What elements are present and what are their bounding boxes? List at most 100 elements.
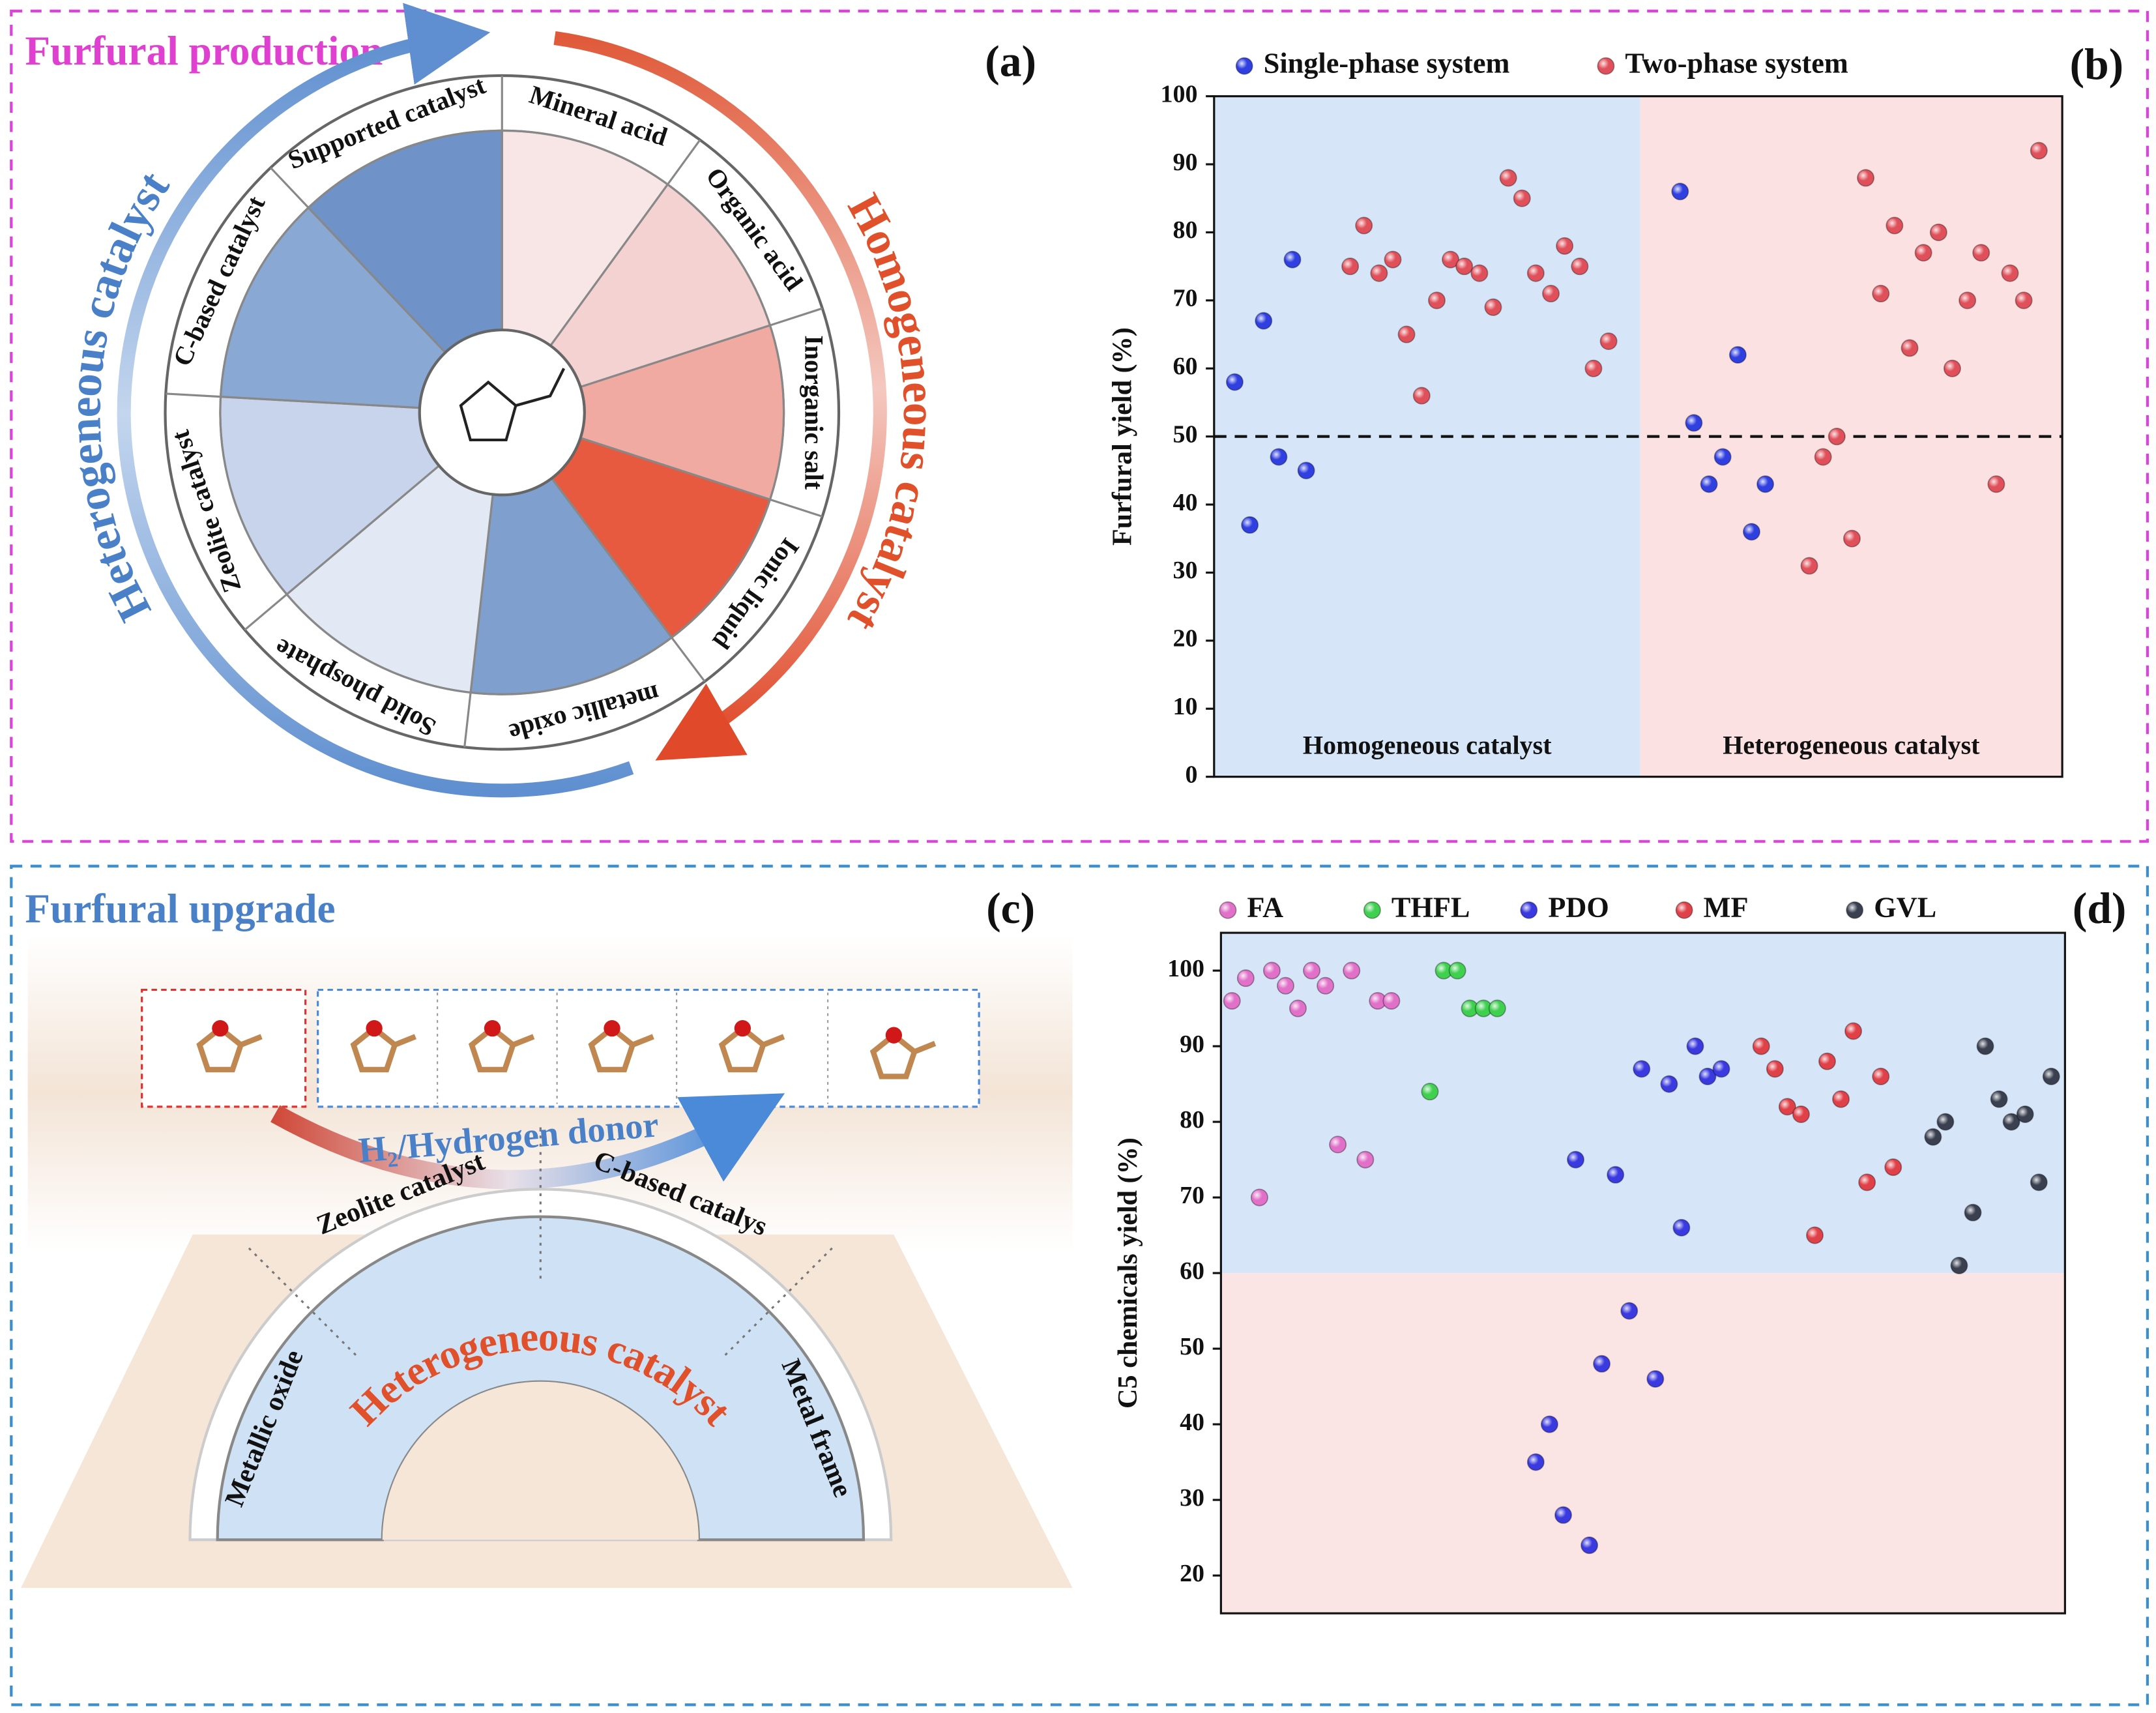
legend-shine [1219, 901, 1236, 918]
point-shine [1527, 1454, 1545, 1471]
point-shine [1223, 992, 1240, 1010]
point-shine [2017, 1105, 2033, 1123]
point-shine [1485, 299, 1502, 315]
panel-title: Furfural production [25, 28, 383, 74]
point-shine [1237, 970, 1254, 987]
point-shine [1542, 285, 1560, 302]
point-shine [1766, 1061, 1783, 1077]
point-shine [1779, 1098, 1796, 1115]
wheel-divider [769, 498, 823, 518]
y-tick-label: 100 [1167, 955, 1204, 982]
point-shine [1713, 1061, 1730, 1077]
point-shine [1371, 265, 1388, 282]
point-shine [1828, 428, 1845, 445]
molecule-atom [484, 1019, 501, 1037]
point-shine [1383, 992, 1400, 1010]
point-shine [1858, 1174, 1876, 1191]
point-shine [1753, 1038, 1770, 1055]
point-shine [1885, 1159, 1902, 1176]
panel-label: (b) [2070, 40, 2123, 89]
point-shine [1513, 190, 1530, 207]
point-shine [1872, 1068, 1889, 1085]
legend-label: FA [1247, 891, 1283, 923]
legend-shine [1521, 901, 1537, 918]
wheel-divider [463, 692, 472, 748]
legend-shine [1676, 901, 1693, 918]
product-dividers [437, 992, 829, 1104]
legend-label: PDO [1548, 891, 1609, 923]
panel-label: (a) [985, 37, 1036, 86]
point-shine [1421, 1083, 1438, 1100]
point-shine [1241, 516, 1259, 534]
h2-arrow [270, 1093, 785, 1190]
molecule-atom [212, 1019, 229, 1037]
point-shine [1277, 977, 1294, 994]
point-shine [1973, 244, 1990, 261]
point-shine [1801, 557, 1818, 574]
wheel-divider [667, 139, 701, 185]
point-shine [1585, 360, 1602, 377]
legend-label: MF [1704, 891, 1749, 923]
point-shine [1661, 1076, 1678, 1092]
point-shine [1554, 1506, 1572, 1523]
reactant-box [141, 989, 307, 1108]
wheel-divider [671, 637, 706, 682]
point-shine [1593, 1355, 1610, 1372]
panel-label: (d) [2073, 884, 2126, 933]
section-divider [248, 1247, 357, 1356]
center-disc [418, 329, 586, 497]
point-shine [1714, 448, 1731, 465]
heterogeneous-arrow [117, 3, 634, 798]
point-shine [1700, 476, 1717, 493]
point-shine [1990, 1091, 2007, 1107]
point-shine [1607, 1166, 1624, 1183]
point-shine [1226, 373, 1244, 390]
point-shine [1527, 265, 1545, 282]
point-shine [1449, 962, 1466, 979]
region-label: Heterogeneous catalyst [1723, 731, 1980, 760]
point-shine [1673, 1219, 1690, 1237]
point-shine [1925, 1128, 1942, 1145]
point-shine [1369, 992, 1386, 1010]
y-tick-label: 30 [1180, 1484, 1204, 1512]
region [1221, 933, 2065, 1274]
y-tick-label: 70 [1180, 1182, 1204, 1209]
legend-shine [1363, 901, 1381, 918]
point-shine [1500, 169, 1517, 186]
legend-shine [1846, 901, 1863, 918]
y-tick-label: 50 [1173, 420, 1198, 448]
molecule-atom [885, 1027, 903, 1044]
point-shine [1937, 1113, 1954, 1130]
y-tick-label: 60 [1173, 353, 1198, 380]
point-shine [1930, 224, 1947, 241]
point-shine [1964, 1204, 1981, 1221]
point-shine [1461, 1000, 1478, 1017]
point-shine [1284, 251, 1301, 268]
point-shine [1699, 1068, 1716, 1085]
point-shine [1729, 346, 1747, 364]
point-shine [1951, 1257, 1968, 1274]
point-shine [2030, 1174, 2047, 1191]
point-shine [1435, 962, 1452, 979]
y-tick-label: 70 [1173, 285, 1198, 312]
point-shine [1541, 1416, 1558, 1433]
y-tick-label: 0 [1186, 761, 1198, 788]
y-tick-label: 40 [1173, 489, 1198, 516]
point-shine [1289, 1000, 1307, 1017]
region-label: Homogeneous catalyst [1303, 731, 1552, 760]
y-tick-label: 80 [1173, 216, 1198, 244]
point-shine [1901, 340, 1918, 357]
point-shine [2030, 142, 2047, 159]
point-shine [1988, 476, 2005, 493]
y-axis-label: C5 chemicals yield (%) [1113, 1137, 1143, 1409]
point-shine [1944, 360, 1961, 377]
point-shine [1685, 415, 1702, 432]
homogeneous-arrow [553, 31, 887, 761]
y-tick-label: 90 [1180, 1031, 1204, 1058]
panel-title: Furfural upgrade [25, 886, 335, 931]
point-shine [1329, 1136, 1347, 1153]
point-shine [1600, 332, 1617, 350]
point-shine [1814, 448, 1831, 465]
point-shine [1872, 285, 1889, 302]
point-shine [1756, 476, 1774, 493]
